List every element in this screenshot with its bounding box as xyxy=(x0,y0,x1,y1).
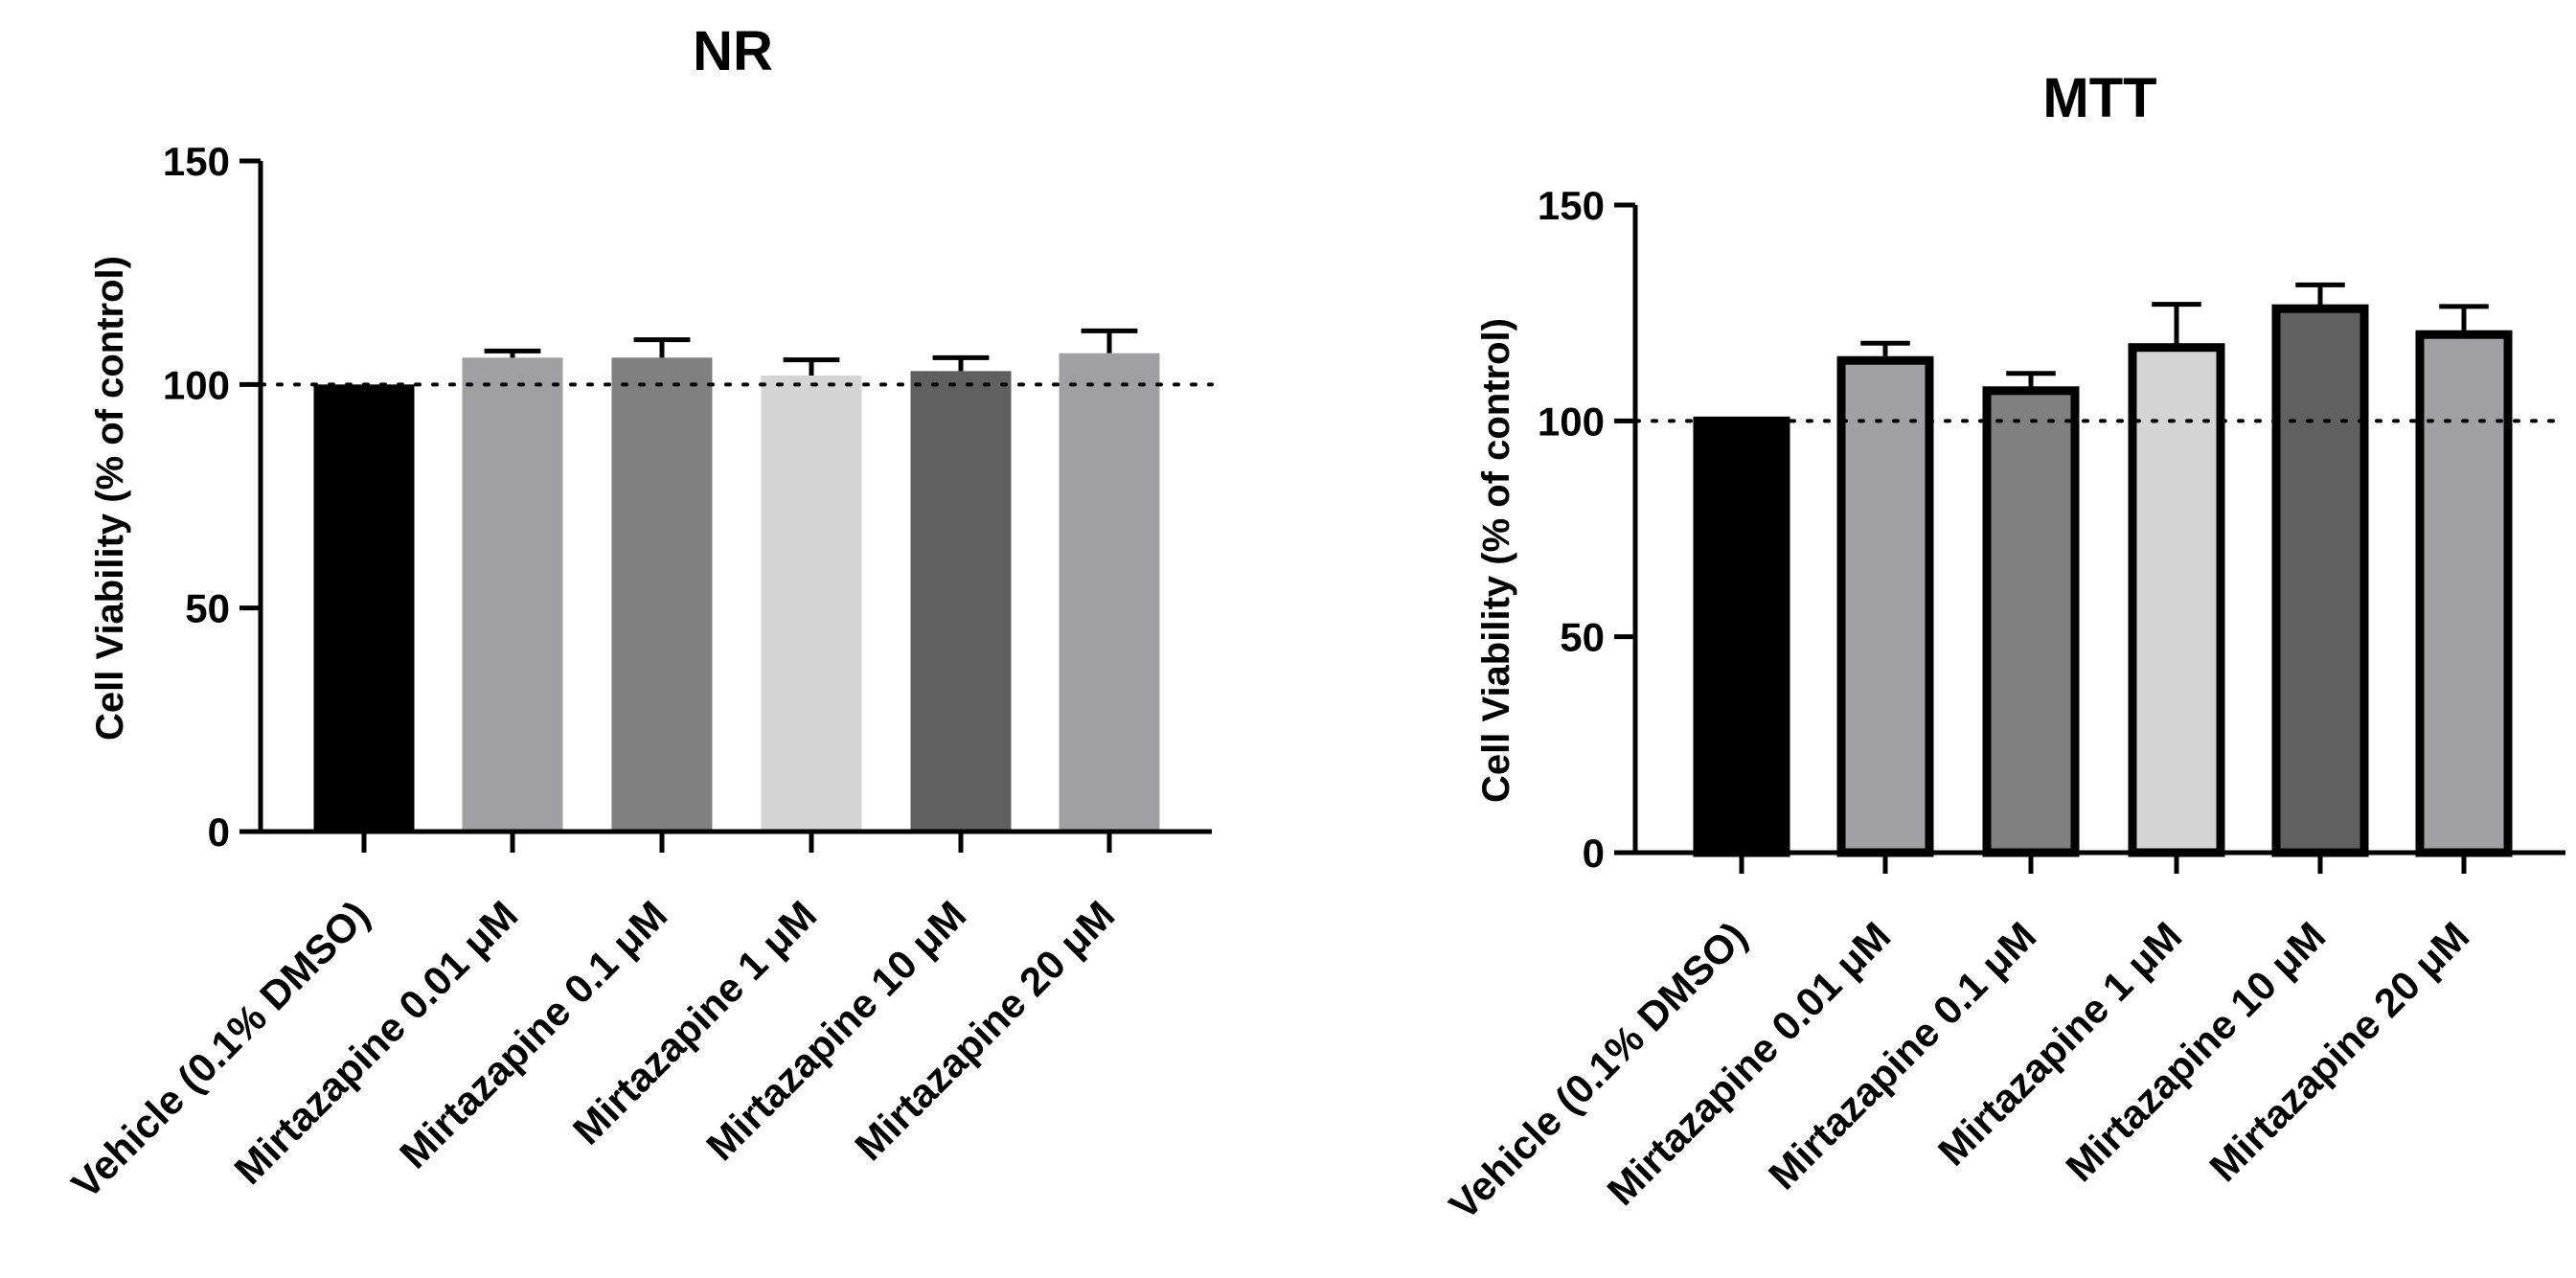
mtt-x-tick-label-mirtazapine-20-m: Mirtazapine 20 μM xyxy=(2200,913,2477,1190)
mtt-bar-mirtazapine-20-m xyxy=(2415,330,2513,857)
mtt-bar-mirtazapine-0-1-m xyxy=(1982,386,2080,857)
mtt-error-bar-mirtazapine-10-m xyxy=(2295,282,2345,309)
mtt-y-axis-label: Cell Viability (% of control) xyxy=(1475,318,1517,803)
nr-x-tick-label-mirtazapine-20-m: Mirtazapine 20 μM xyxy=(846,892,1123,1169)
mtt-bar-mirtazapine-1-m xyxy=(2128,343,2225,857)
nr-y-tick-label-50: 50 xyxy=(185,586,230,631)
nr-x-tick-label-mirtazapine-1-m: Mirtazapine 1 μM xyxy=(564,892,826,1153)
nr-x-tick-label-mirtazapine-10-m: Mirtazapine 10 μM xyxy=(697,892,974,1169)
mtt-y-tick-label-100: 100 xyxy=(1538,399,1605,444)
mtt-bar-vehicle-0-1-dmso xyxy=(1693,416,1790,857)
nr-bar-vehicle-0-1-dmso xyxy=(313,384,415,832)
nr-x-tick-label-vehicle-0-1-dmso: Vehicle (0.1% DMSO) xyxy=(63,892,378,1207)
mtt-error-bar-mirtazapine-1-m xyxy=(2152,302,2201,348)
nr-error-bar-mirtazapine-1-m xyxy=(783,357,840,376)
nr-x-tick-label-mirtazapine-0-1-m: Mirtazapine 0.1 μM xyxy=(391,892,675,1176)
nr-y-tick-label-150: 150 xyxy=(163,139,230,184)
nr-bar-mirtazapine-1-m xyxy=(761,376,862,832)
mtt-x-tick-label-mirtazapine-10-m: Mirtazapine 10 μM xyxy=(2057,913,2334,1190)
nr-y-axis-label: Cell Viability (% of control) xyxy=(89,256,131,741)
nr-chart-panel: NR Cell Viability (% of control) 0 50 100 1… xyxy=(63,20,1214,1207)
mtt-bar-mirtazapine-0-01-m xyxy=(1836,355,1934,857)
mtt-error-bar-mirtazapine-0-01-m xyxy=(1860,340,1910,361)
mtt-y-tick-label-50: 50 xyxy=(1560,615,1605,660)
nr-y-tick-label-100: 100 xyxy=(163,362,230,407)
mtt-error-bar-mirtazapine-0-1-m xyxy=(2006,371,2056,391)
nr-bar-mirtazapine-0-01-m xyxy=(462,357,563,832)
mtt-error-bar-mirtazapine-20-m xyxy=(2439,304,2489,335)
nr-y-tick-label-0: 0 xyxy=(208,810,230,855)
mtt-bar-mirtazapine-10-m xyxy=(2271,304,2369,857)
mtt-x-tick-label-vehicle-0-1-dmso: Vehicle (0.1% DMSO) xyxy=(1441,913,1756,1228)
nr-error-bar-mirtazapine-0-01-m xyxy=(484,348,541,358)
nr-error-bar-mirtazapine-20-m xyxy=(1081,328,1138,354)
nr-bar-mirtazapine-20-m xyxy=(1059,353,1160,832)
mtt-x-tick-label-mirtazapine-1-m: Mirtazapine 1 μM xyxy=(1929,913,2191,1175)
mtt-x-tick-label-mirtazapine-0-01-m: Mirtazapine 0.01 μM xyxy=(1599,913,1900,1214)
mtt-chart-title: MTT xyxy=(2042,67,2156,129)
nr-bar-mirtazapine-0-1-m xyxy=(611,357,713,832)
mtt-y-tick-label-150: 150 xyxy=(1538,183,1605,228)
nr-bar-mirtazapine-10-m xyxy=(910,371,1012,832)
nr-x-tick-label-mirtazapine-0-01-m: Mirtazapine 0.01 μM xyxy=(226,892,527,1193)
mtt-x-tick-label-mirtazapine-0-1-m: Mirtazapine 0.1 μM xyxy=(1760,913,2044,1198)
nr-chart-title: NR xyxy=(693,20,773,82)
mtt-y-tick-label-0: 0 xyxy=(1583,831,1605,876)
mtt-chart-panel: MTT Cell Viability (% of control) 0 50 100… xyxy=(1441,67,2567,1228)
nr-error-bar-mirtazapine-0-1-m xyxy=(633,337,691,358)
nr-error-bar-mirtazapine-10-m xyxy=(932,354,990,372)
